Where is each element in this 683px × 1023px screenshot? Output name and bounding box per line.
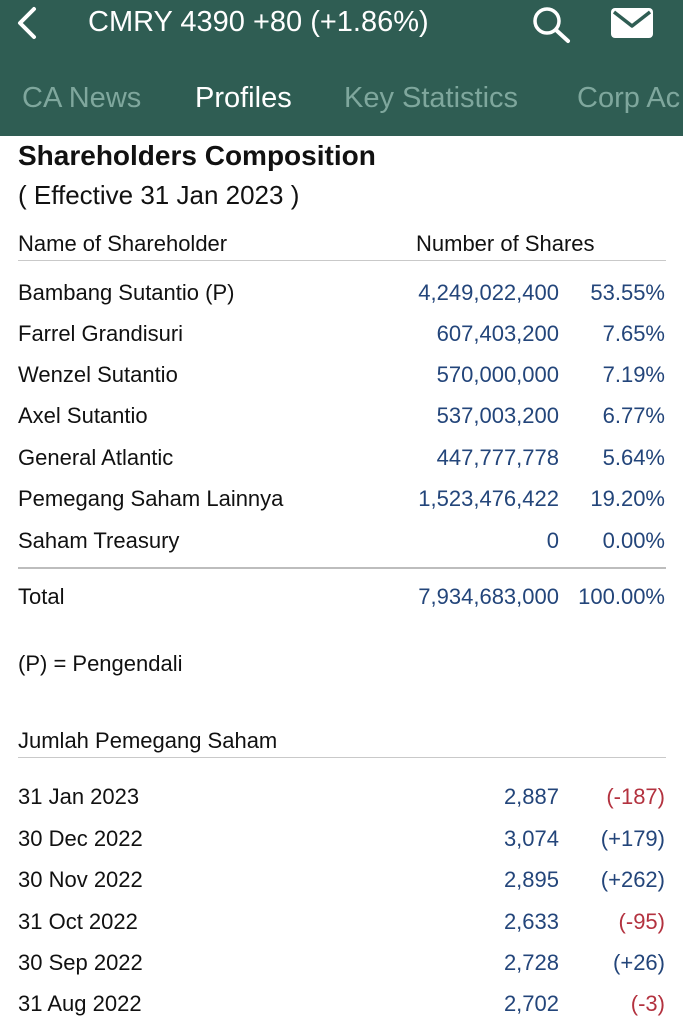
shareholder-name: Axel Sutantio <box>18 403 148 428</box>
tab-ca-news[interactable]: CA News <box>22 82 142 114</box>
shareholder-shares: 0 <box>546 528 559 553</box>
holder-count-row: 31 Aug 2022 2,702 (-3) <box>0 984 683 1023</box>
shareholder-shares: 1,523,476,422 <box>418 486 559 511</box>
holder-date: 30 Dec 2022 <box>18 826 143 851</box>
total-row: Total 7,934,683,000 100.00% <box>0 577 683 617</box>
shareholder-name: Farrel Grandisuri <box>18 321 184 346</box>
total-label: Total <box>18 584 65 609</box>
column-header-name: Name of Shareholder <box>18 231 228 256</box>
shareholder-shares: 570,000,000 <box>436 362 559 387</box>
app-header: CMRY 4390 +80 (+1.86%) CA News Profiles … <box>0 0 683 136</box>
mail-icon[interactable] <box>610 6 654 40</box>
holder-count: 2,895 <box>503 867 559 892</box>
shareholder-percent: 53.55% <box>590 280 665 305</box>
top-bar: CMRY 4390 +80 (+1.86%) <box>0 0 683 48</box>
shareholder-percent: 19.20% <box>590 486 665 511</box>
holder-change: (-95) <box>618 909 665 934</box>
column-header-shares: Number of Shares <box>416 231 595 256</box>
shareholder-shares: 537,003,200 <box>436 403 559 428</box>
section-title: Shareholders Composition <box>18 140 376 171</box>
holder-count-row: 30 Nov 2022 2,895 (+262) <box>0 860 683 900</box>
shareholder-percent: 0.00% <box>602 528 665 553</box>
header-divider <box>18 260 666 261</box>
shareholder-name: Wenzel Sutantio <box>18 362 178 387</box>
holder-count: 2,728 <box>503 950 559 975</box>
holder-date: 31 Aug 2022 <box>18 991 142 1016</box>
shareholder-shares: 607,403,200 <box>436 321 559 346</box>
shareholder-shares: 447,777,778 <box>436 445 559 470</box>
holder-date: 30 Sep 2022 <box>18 950 143 975</box>
shareholder-row: Pemegang Saham Lainnya 1,523,476,422 19.… <box>0 479 683 519</box>
search-icon[interactable] <box>530 4 572 44</box>
total-divider <box>18 567 666 569</box>
holder-change: (+26) <box>613 950 665 975</box>
back-chevron-icon[interactable] <box>12 6 42 40</box>
holder-count: 2,702 <box>503 991 559 1016</box>
stock-title: CMRY 4390 +80 (+1.86%) <box>88 6 429 38</box>
holder-date: 31 Oct 2022 <box>18 909 138 934</box>
holder-count-row: 30 Dec 2022 3,074 (+179) <box>0 819 683 859</box>
shareholder-shares: 4,249,022,400 <box>418 280 559 305</box>
shareholder-name: Saham Treasury <box>18 528 180 553</box>
holder-count: 2,633 <box>503 909 559 934</box>
holder-count: 2,887 <box>503 784 559 809</box>
shareholder-percent: 7.19% <box>602 362 665 387</box>
section-subtitle: ( Effective 31 Jan 2023 ) <box>18 180 300 210</box>
shareholder-name: Bambang Sutantio (P) <box>18 280 235 305</box>
shareholder-row: General Atlantic 447,777,778 5.64% <box>0 438 683 478</box>
tab-key-statistics[interactable]: Key Statistics <box>344 82 519 114</box>
shareholder-name: Pemegang Saham Lainnya <box>18 486 284 511</box>
shareholder-row: Axel Sutantio 537,003,200 6.77% <box>0 396 683 436</box>
shareholder-percent: 7.65% <box>602 321 665 346</box>
holder-count-row: 31 Oct 2022 2,633 (-95) <box>0 902 683 942</box>
holder-date: 31 Jan 2023 <box>18 784 140 809</box>
total-percent: 100.00% <box>578 584 665 609</box>
tab-profiles[interactable]: Profiles <box>195 82 292 114</box>
shareholder-percent: 6.77% <box>602 403 665 428</box>
holder-change: (+262) <box>600 867 665 892</box>
tab-corp-actions[interactable]: Corp Ac <box>577 82 681 114</box>
holder-date: 30 Nov 2022 <box>18 867 143 892</box>
holders-divider <box>18 757 666 758</box>
controller-note: (P) = Pengendali <box>18 651 183 676</box>
holder-change: (-187) <box>606 784 665 809</box>
shareholder-row: Saham Treasury 0 0.00% <box>0 521 683 561</box>
shareholder-row: Bambang Sutantio (P) 4,249,022,400 53.55… <box>0 273 683 313</box>
total-shares: 7,934,683,000 <box>418 584 559 609</box>
holders-title: Jumlah Pemegang Saham <box>18 728 278 753</box>
holder-count-row: 31 Jan 2023 2,887 (-187) <box>0 777 683 817</box>
shareholder-name: General Atlantic <box>18 445 174 470</box>
shareholder-percent: 5.64% <box>602 445 665 470</box>
holder-count: 3,074 <box>503 826 559 851</box>
shareholder-row: Farrel Grandisuri 607,403,200 7.65% <box>0 314 683 354</box>
shareholder-row: Wenzel Sutantio 570,000,000 7.19% <box>0 355 683 395</box>
holder-count-row: 30 Sep 2022 2,728 (+26) <box>0 943 683 983</box>
tab-bar: CA News Profiles Key Statistics Corp Ac <box>0 78 683 122</box>
holder-change: (+179) <box>600 826 665 851</box>
holder-change: (-3) <box>630 991 665 1016</box>
